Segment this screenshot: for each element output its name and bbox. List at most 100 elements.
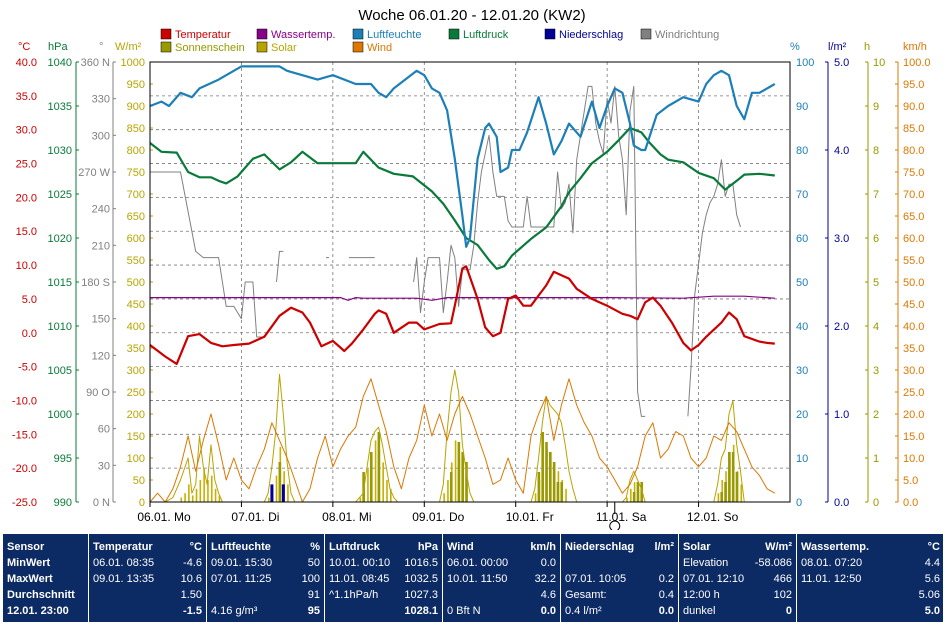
water-footer-value: 5.0 [924, 605, 940, 617]
tick-label-solar: 950 [127, 79, 145, 91]
sunshine-bar [720, 492, 724, 502]
tick-label-pressure: 990 [54, 497, 72, 509]
rain-unit: l/m² [654, 541, 674, 553]
series-pressure [149, 126, 775, 270]
humidity-footer-label: 4.16 g/m³ [211, 605, 258, 617]
unit-precip: l/m² [828, 41, 847, 53]
tick-label-temp: 15.0 [16, 226, 37, 238]
tick-label-sun: 3 [873, 365, 879, 377]
x-tick-label: 08.01. Mi [322, 510, 371, 524]
unit-wind: km/h [903, 41, 927, 53]
solar-bar [382, 462, 384, 502]
sunshine-bar [278, 462, 282, 502]
tick-label-wind: 10.0 [903, 453, 924, 465]
tick-label-precip: 1.0 [834, 409, 849, 421]
sunshine-bar [545, 442, 548, 502]
rain-footer-value: 0.0 [658, 605, 674, 617]
tick-label-precip: 4.0 [834, 145, 849, 157]
sunshine-bar [537, 472, 541, 502]
tick-label-solar: 200 [127, 409, 145, 421]
temperature-unit: °C [189, 541, 202, 553]
tick-label-solar: 400 [127, 321, 145, 333]
sunshine-bar [461, 452, 464, 502]
bars [180, 432, 743, 502]
current-time-marker [609, 502, 621, 530]
col-sensor: Sensor MinWert MaxWert Durchschnitt 12.0… [3, 534, 87, 622]
sunshine-bar [377, 432, 381, 502]
legend: Temperatur Wassertemp. Luftfeuchte Luftdruc… [160, 28, 719, 54]
tick-label-winddir: 240 [92, 204, 110, 216]
humidity-row-label: 09.01. 15:30 [211, 557, 273, 569]
tick-label-winddir: 90 O [86, 387, 110, 399]
tick-label-solar: 750 [127, 167, 145, 179]
solar-row-value: -58.086 [754, 557, 792, 569]
solar-unit: W/m² [765, 541, 792, 553]
tick-label-humidity: 100 [796, 57, 814, 69]
humidity-row-label: 07.01. 11:25 [211, 573, 272, 585]
tick-label-temp: 5.0 [22, 294, 37, 306]
wind-footer-label: 0 Bft N [447, 605, 481, 617]
tick-label-temp: 25.0 [16, 159, 37, 171]
tick-label-temp: 0.0 [22, 328, 37, 340]
tick-label-temp: -10.0 [12, 395, 37, 407]
series-temperature [149, 265, 775, 365]
solar-bar [184, 493, 186, 502]
tick-label-humidity: 60 [796, 233, 808, 245]
sunshine-bar [457, 442, 461, 502]
legend-swatch-solar [256, 41, 268, 53]
tick-label-wind: 90.0 [903, 101, 924, 113]
tick-label-temp: -20.0 [12, 463, 37, 475]
tick-label-solar: 800 [127, 145, 145, 157]
legend-label-winddir: Windrichtung [655, 29, 719, 41]
solar-bar [275, 475, 278, 502]
rain-row-label: Gesamt: [565, 589, 607, 601]
solar-header: Solar [683, 541, 711, 553]
solar-bar [386, 480, 388, 502]
solar-bar [188, 484, 190, 502]
sunshine-bar [449, 472, 453, 502]
tick-label-solar: 600 [127, 233, 145, 245]
sunshine-bar [731, 452, 735, 502]
tick-label-winddir: 0 N [93, 497, 110, 509]
tick-label-pressure: 1005 [48, 365, 72, 377]
tick-label-sun: 5 [873, 277, 879, 289]
sensor-row-avg: Durchschnitt [7, 589, 75, 601]
tick-label-winddir: 300 [92, 130, 110, 142]
x-tick-label: 10.01. Fr [506, 510, 554, 524]
tick-label-sun: 10 [873, 57, 885, 69]
rain-row-value: 0.4 [658, 589, 674, 601]
tick-label-wind: 45.0 [903, 299, 924, 311]
pressure-row-value: 1032.5 [404, 573, 438, 585]
tick-label-temp: 10.0 [16, 260, 37, 272]
temperature-row-value: 10.6 [180, 573, 202, 585]
tick-label-sun: 7 [873, 189, 879, 201]
tick-label-wind: 5.0 [903, 475, 918, 487]
solar-bar [565, 488, 567, 502]
tick-label-winddir: 270 W [78, 167, 110, 179]
tick-label-solar: 300 [127, 365, 145, 377]
weather-chart: Woche 06.01.20 - 12.01.20 (KW2) Temperat… [12, 7, 931, 530]
humidity-row-value: 100 [301, 573, 320, 585]
solar-footer-label: dunkel [683, 605, 716, 617]
tick-label-winddir: 180 S [81, 277, 110, 289]
tick-label-wind: 100.0 [903, 57, 931, 69]
solar-bar [287, 484, 289, 502]
solar-bar [454, 440, 457, 502]
tick-label-winddir: 120 [92, 350, 110, 362]
solar-bar [195, 488, 198, 502]
humidity-header: Luftfeuchte [211, 541, 271, 553]
pressure-row-value: 1016.5 [404, 557, 438, 569]
water-row-value: 5.6 [924, 573, 940, 585]
tick-label-humidity: 40 [796, 321, 808, 333]
unit-pressure: hPa [48, 41, 68, 53]
solar-bar [374, 440, 377, 502]
tick-label-winddir: 210 [92, 240, 110, 252]
wind-row-value: 4.6 [540, 589, 556, 601]
solar-bar [218, 495, 221, 502]
tick-label-temp: 40.0 [16, 57, 37, 69]
solar-bar [367, 469, 369, 502]
stats-panel: Sensor MinWert MaxWert Durchschnitt 12.0… [3, 534, 943, 622]
sensor-row-min: MinWert [7, 557, 51, 569]
solar-bar [207, 480, 209, 502]
rain-row-value: 0.2 [658, 573, 674, 585]
